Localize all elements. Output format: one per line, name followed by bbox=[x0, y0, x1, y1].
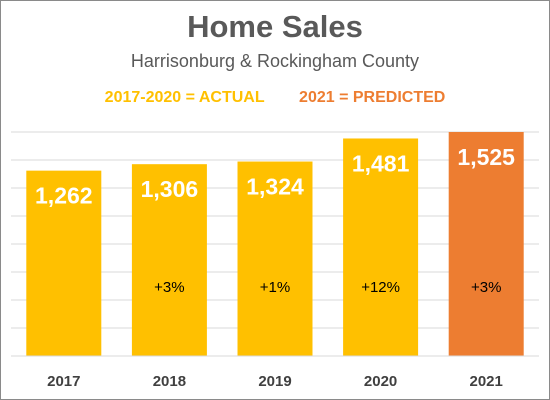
x-tick-label-2019: 2019 bbox=[258, 373, 291, 390]
chart-subtitle: Harrisonburg & Rockingham County bbox=[130, 51, 420, 71]
legend-item-predicted: 2021 = PREDICTED bbox=[299, 89, 446, 106]
value-label-2021: 1,525 bbox=[457, 144, 515, 170]
value-label-2020: 1,481 bbox=[352, 150, 410, 176]
x-tick-label-2018: 2018 bbox=[153, 373, 186, 390]
bar-2018 bbox=[131, 164, 207, 356]
value-label-2019: 1,324 bbox=[246, 174, 304, 200]
x-tick-label-2017: 2017 bbox=[47, 373, 80, 390]
bar-2020 bbox=[343, 138, 419, 356]
bar-2019 bbox=[237, 161, 313, 356]
legend: 2017-2020 = ACTUAL 2021 = PREDICTED bbox=[1, 89, 549, 107]
x-tick-label-2021: 2021 bbox=[470, 373, 503, 390]
bar-2021 bbox=[448, 132, 524, 356]
x-tick-label-2020: 2020 bbox=[364, 373, 397, 390]
bar-labels: 1,262 2017 1,306 +3% 2018 1,324 +1% 2019 1,481 +1… bbox=[35, 144, 515, 390]
bars bbox=[26, 132, 524, 356]
change-label-2021: +3% bbox=[471, 279, 501, 296]
legend-item-actual: 2017-2020 = ACTUAL bbox=[104, 89, 265, 106]
bar-2017 bbox=[26, 170, 102, 356]
change-label-2018: +3% bbox=[154, 279, 184, 296]
value-label-2017: 1,262 bbox=[35, 183, 93, 209]
change-label-2019: +1% bbox=[260, 279, 290, 296]
change-label-2020: +12% bbox=[361, 279, 400, 296]
chart-title: Home Sales bbox=[187, 9, 363, 44]
value-label-2018: 1,306 bbox=[141, 176, 199, 202]
